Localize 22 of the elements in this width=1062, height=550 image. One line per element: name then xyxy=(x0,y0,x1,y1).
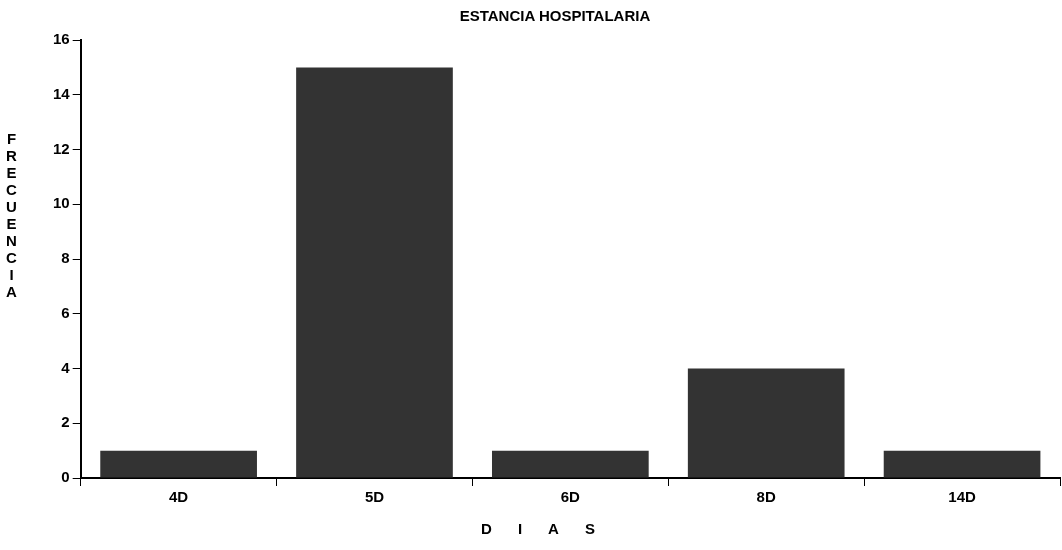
x-axis-title: DIAS xyxy=(480,520,622,537)
bar xyxy=(492,450,649,478)
bar xyxy=(687,368,845,478)
bar xyxy=(100,450,257,478)
x-tick-label: 14D xyxy=(948,488,976,506)
y-tick-label: 12 xyxy=(53,139,70,157)
y-tick-label: 10 xyxy=(53,194,70,212)
y-tick-label: 16 xyxy=(53,30,70,48)
y-tick-label: 0 xyxy=(61,468,70,486)
y-tick-label: 4 xyxy=(61,358,71,376)
x-tick-label: 4D xyxy=(169,488,189,506)
bar xyxy=(296,67,453,478)
y-tick-label: 2 xyxy=(61,413,70,431)
x-tick-label: 6D xyxy=(560,488,581,506)
x-tick-label: 8D xyxy=(756,488,776,506)
y-tick-label: 6 xyxy=(61,303,70,321)
chart-title: ESTANCIA HOSPITALARIA xyxy=(459,7,651,25)
bar xyxy=(883,450,1041,478)
y-axis-title: FRECUENCIA xyxy=(3,130,20,300)
y-tick-label: 8 xyxy=(61,249,70,267)
y-tick-label: 14 xyxy=(53,84,71,102)
x-tick-label: 5D xyxy=(364,488,385,506)
